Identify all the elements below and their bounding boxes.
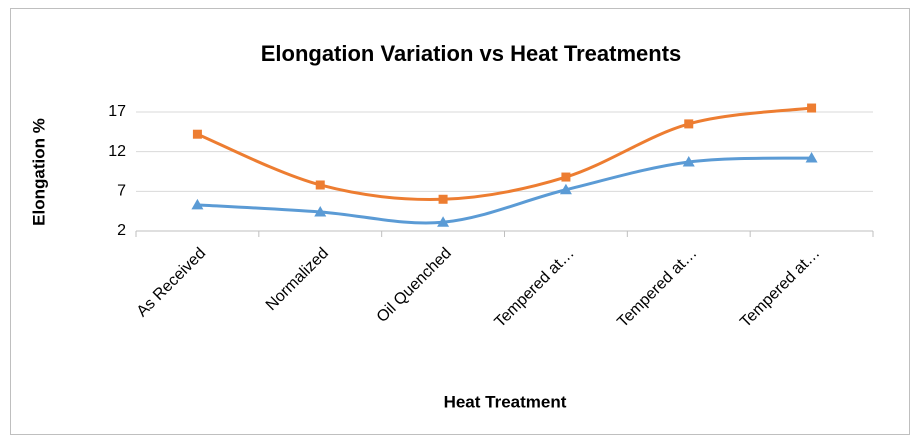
y-axis-title: Elongation %	[29, 118, 48, 226]
marker	[807, 103, 817, 113]
y-tick-label: 2	[117, 222, 126, 239]
x-axis-title: Heat Treatment	[444, 392, 567, 411]
series-line	[196, 106, 812, 201]
marker	[561, 172, 571, 182]
chart-title: Elongation Variation vs Heat Treatments	[261, 41, 682, 66]
series-line	[197, 156, 812, 225]
marker	[682, 155, 695, 167]
marker	[314, 205, 327, 217]
y-tick-label: 12	[108, 143, 126, 160]
marker	[559, 183, 572, 195]
marker	[684, 119, 694, 129]
marker	[315, 180, 325, 190]
marker	[805, 152, 818, 163]
marker	[191, 198, 204, 210]
chart-frame	[10, 8, 910, 435]
marker	[438, 194, 448, 204]
y-tick-label: 17	[108, 103, 126, 120]
marker	[192, 129, 202, 139]
y-tick-label: 7	[117, 183, 126, 200]
marker	[437, 216, 450, 227]
